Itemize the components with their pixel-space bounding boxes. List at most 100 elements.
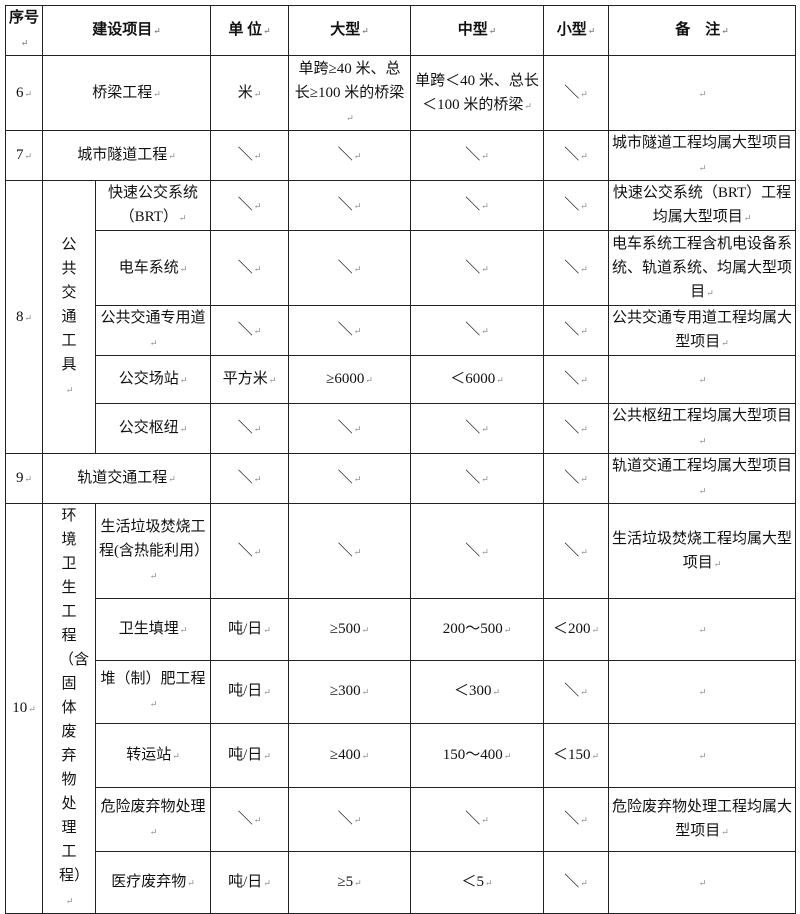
table-row: 7 城市隧道工程 ＼ ＼ ＼ ＼ 城市隧道工程均属大型项目 — [5, 130, 796, 181]
item-cell: 医疗废弃物 — [95, 850, 211, 914]
item-cell: 生活垃圾焚烧工程(含热能利用） — [95, 502, 211, 600]
large-cell-text: ≥6000 — [326, 371, 373, 387]
large-cell-text: ＼ — [338, 420, 362, 436]
unit-cell: ＼ — [210, 403, 289, 454]
medium-cell: 200～500 — [410, 598, 544, 661]
note-cell: 轨道交通工程均属大型项目 — [608, 453, 796, 504]
table-row: 公交枢纽 ＼ ＼ ＼ ＼ 公共枢纽工程均属大型项目 — [6, 403, 796, 454]
note-cell-text — [698, 874, 707, 890]
small-cell: ＼ — [543, 850, 609, 914]
item-cell-text: 轨道交通工程 — [77, 470, 176, 486]
note-cell-text: 快速公交系统（BRT）工程均属大型项目 — [613, 185, 791, 225]
table-row: 公交场站 平方米 ≥6000 ＜6000 ＼ — [6, 355, 796, 404]
item-cell-text: 桥梁工程 — [92, 85, 161, 101]
large-cell: ＼ — [288, 305, 411, 356]
table-row: 6 桥梁工程 米 单跨≥40 米、总长≥100 米的桥梁单跨＜40 米、总长＜100 … — [5, 55, 796, 131]
table-row: 医疗废弃物 吨/日 ≥5 ＜5 ＼ — [6, 850, 796, 914]
small-cell: ＜150 — [543, 723, 609, 788]
medium-cell: ＼ — [410, 230, 544, 306]
table-row: 10 环境卫生工程（含固体废弃物处理工程） 生活垃圾焚烧工程(含热能利用） ＼ ＼ ＼ ＼ 生… — [5, 502, 796, 914]
small-cell: ＼ — [543, 355, 609, 404]
unit-cell-text: 平方米 — [223, 371, 277, 387]
medium-cell-text: ＼ — [465, 543, 489, 559]
unit-cell-text: 吨/日 — [228, 874, 271, 890]
note-cell-text — [698, 683, 707, 699]
item-cell-text: 城市隧道工程 — [77, 147, 176, 163]
medium-cell-text: ＼ — [465, 470, 489, 486]
large-cell: ＼ — [288, 453, 411, 504]
small-cell-text: ＜150 — [553, 747, 599, 763]
note-cell — [608, 850, 796, 914]
small-cell: ＼ — [543, 230, 609, 306]
large-cell-text: ≥5 — [337, 874, 361, 890]
note-cell-text: 轨道交通工程均属大型项目 — [612, 458, 792, 498]
large-cell: ≥5 — [288, 850, 411, 914]
unit-cell: ＼ — [210, 786, 289, 852]
small-cell-text: ＼ — [564, 420, 588, 436]
table-body: 6 桥梁工程 米 单跨≥40 米、总长≥100 米的桥梁单跨＜40 米、总长＜100 … — [5, 55, 796, 914]
item-cell: 电车系统 — [95, 230, 211, 306]
small-cell: ＼ — [543, 403, 609, 454]
medium-cell: ＼ — [410, 180, 544, 231]
medium-cell: ＼ — [410, 130, 544, 181]
unit-cell-text: ＼ — [238, 543, 262, 559]
table-row: 转运站 吨/日 ≥400 150～400 ＜150 — [6, 723, 796, 788]
unit-cell: ＼ — [210, 230, 289, 306]
note-cell-text: 城市隧道工程均属大型项目 — [612, 135, 792, 175]
item-cell: 危险废弃物处理 — [95, 786, 211, 852]
note-cell: 快速公交系统（BRT）工程均属大型项目 — [608, 180, 796, 231]
note-cell: 生活垃圾焚烧工程均属大型项目 — [608, 502, 796, 600]
medium-cell-text: 150～400 — [443, 747, 512, 763]
large-cell: ≥300 — [288, 659, 411, 725]
note-cell — [608, 598, 796, 661]
large-cell-text: ＼ — [338, 197, 362, 213]
large-cell-text: ＼ — [338, 260, 362, 276]
item-cell: 快速公交系统（BRT） — [95, 180, 211, 231]
note-cell: 公共交通专用道工程均属大型项目 — [608, 305, 796, 356]
item-cell: 公交枢纽 — [95, 403, 211, 454]
unit-cell: ＼ — [210, 502, 289, 600]
medium-cell-text: ＜5 — [461, 874, 492, 890]
small-cell-text: ＜200 — [553, 621, 599, 637]
large-cell: ≥500 — [288, 598, 411, 661]
small-cell-text: ＼ — [564, 874, 588, 890]
item-cell: 公交场站 — [95, 355, 211, 404]
unit-cell: 吨/日 — [210, 723, 289, 788]
unit-cell-text: 吨/日 — [228, 683, 271, 699]
note-cell-text: 电车系统工程含机电设备系统、轨道系统、均属大型项目 — [612, 236, 792, 300]
item-cell: 桥梁工程 — [42, 55, 211, 131]
item-cell-text: 堆（制）肥工程 — [100, 671, 205, 711]
unit-cell: 吨/日 — [210, 659, 289, 725]
note-cell: 危险废弃物处理工程均属大型项目 — [608, 786, 796, 852]
header-large: 大型 — [288, 5, 411, 56]
unit-cell-text: 吨/日 — [228, 621, 271, 637]
table-row: 卫生填埋 吨/日 ≥500 200～500 ＜200 — [6, 598, 796, 661]
large-cell-text: 单跨≥40 米、总长≥100 米的桥梁 — [295, 61, 404, 125]
large-cell-text: ≥300 — [330, 683, 369, 699]
item-cell: 转运站 — [95, 723, 211, 788]
large-cell-text: ＼ — [338, 470, 362, 486]
medium-cell-text: ＼ — [465, 420, 489, 436]
small-cell-text: ＼ — [564, 260, 588, 276]
seq-cell-text: 7 — [16, 147, 32, 163]
unit-cell: ＼ — [210, 305, 289, 356]
table-row: 9 轨道交通工程 ＼ ＼ ＼ ＼ 轨道交通工程均属大型项目 — [5, 453, 796, 504]
medium-cell-text: ＼ — [465, 260, 489, 276]
large-cell-text: ＼ — [338, 543, 362, 559]
note-cell: 电车系统工程含机电设备系统、轨道系统、均属大型项目 — [608, 230, 796, 306]
large-cell: ＼ — [288, 230, 411, 306]
note-cell — [608, 723, 796, 788]
medium-cell: ＼ — [410, 453, 544, 504]
large-cell: 单跨≥40 米、总长≥100 米的桥梁 — [288, 55, 411, 131]
unit-cell: 平方米 — [210, 355, 289, 404]
note-cell-text: 危险废弃物处理工程均属大型项目 — [612, 799, 792, 839]
medium-cell-text: 200～500 — [443, 621, 512, 637]
project-scale-table: 序号 建设项目 单 位 大型 中型 小型 备 注 6 桥梁工程 米 单跨≥40 米、总… — [5, 5, 796, 914]
unit-cell-text: ＼ — [238, 147, 262, 163]
medium-cell: ＜6000 — [410, 355, 544, 404]
unit-cell-text: 米 — [238, 85, 262, 101]
small-cell: ＼ — [543, 180, 609, 231]
note-cell-text — [698, 747, 707, 763]
large-cell: ＼ — [288, 403, 411, 454]
category-cell-text: 公共交通工具 — [59, 233, 79, 402]
